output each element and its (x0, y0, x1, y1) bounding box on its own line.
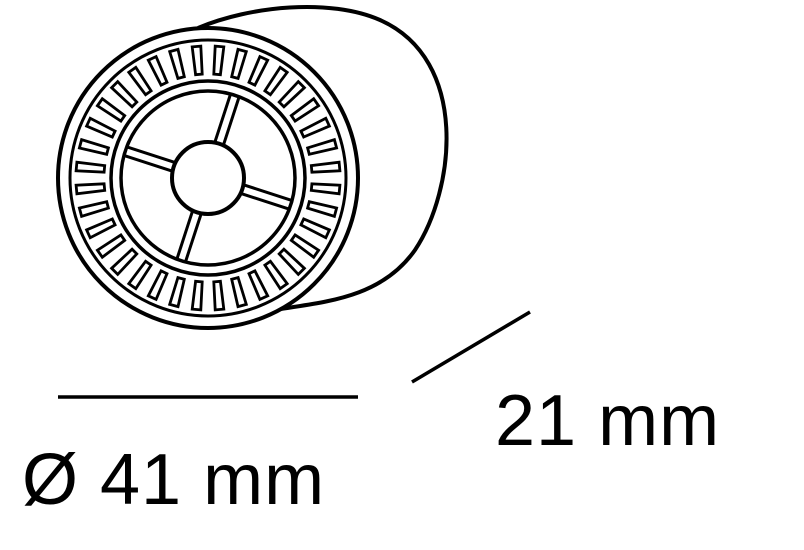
spoke-edge (240, 191, 290, 211)
diameter-label: Ø 41 mm (22, 440, 326, 520)
wheel-spokes (123, 93, 293, 263)
rib-slot (277, 79, 307, 109)
wheel-hub (170, 140, 246, 216)
rib-slot (74, 160, 107, 174)
rib-slot (167, 47, 186, 81)
rib-slot (109, 247, 139, 277)
rib-slots (74, 44, 342, 312)
rib-slot (230, 275, 249, 309)
rib-slot (126, 65, 154, 97)
rib-slot (212, 44, 226, 77)
rib-slot (305, 137, 339, 156)
spoke-edge (221, 96, 241, 146)
spoke-edge (175, 210, 195, 260)
rib-slot (305, 200, 339, 219)
rib-slot (262, 65, 290, 97)
rib-slot (95, 232, 127, 260)
rib-slot (230, 47, 249, 81)
rib-slot (77, 200, 111, 219)
length-dimension-line (411, 310, 531, 384)
length-label: 21 mm (495, 381, 721, 461)
wheel-rib-ring-outer (68, 38, 348, 318)
rib-slot (109, 79, 139, 109)
rib-slot (146, 269, 169, 302)
rib-slot (95, 96, 127, 124)
rib-slot (289, 232, 321, 260)
cylinder-body (197, 4, 449, 312)
rib-slot (289, 96, 321, 124)
wheel-inner-rim (119, 89, 297, 267)
spoke-edge (126, 145, 176, 165)
rib-slot (77, 137, 111, 156)
rib-slot (299, 116, 332, 139)
rib-slot (84, 217, 117, 240)
rib-slot (126, 259, 154, 291)
wheel-front-face (56, 26, 360, 330)
rib-slot (262, 259, 290, 291)
rib-slot (74, 182, 107, 196)
rib-slot (309, 182, 342, 196)
spoke-edge (243, 183, 293, 203)
rib-slot (247, 54, 270, 87)
rib-slot (190, 279, 204, 312)
rib-slot (84, 116, 117, 139)
rib-slot (212, 279, 226, 312)
rib-slot (146, 54, 169, 87)
rib-slot (309, 160, 342, 174)
spoke-edge (213, 93, 233, 143)
rib-slot (167, 275, 186, 309)
spoke-edge (183, 213, 203, 263)
rib-slot (190, 44, 204, 77)
rib-slot (277, 247, 307, 277)
rib-slot (247, 269, 270, 302)
rib-slot (299, 217, 332, 240)
spoke-edge (123, 153, 173, 173)
